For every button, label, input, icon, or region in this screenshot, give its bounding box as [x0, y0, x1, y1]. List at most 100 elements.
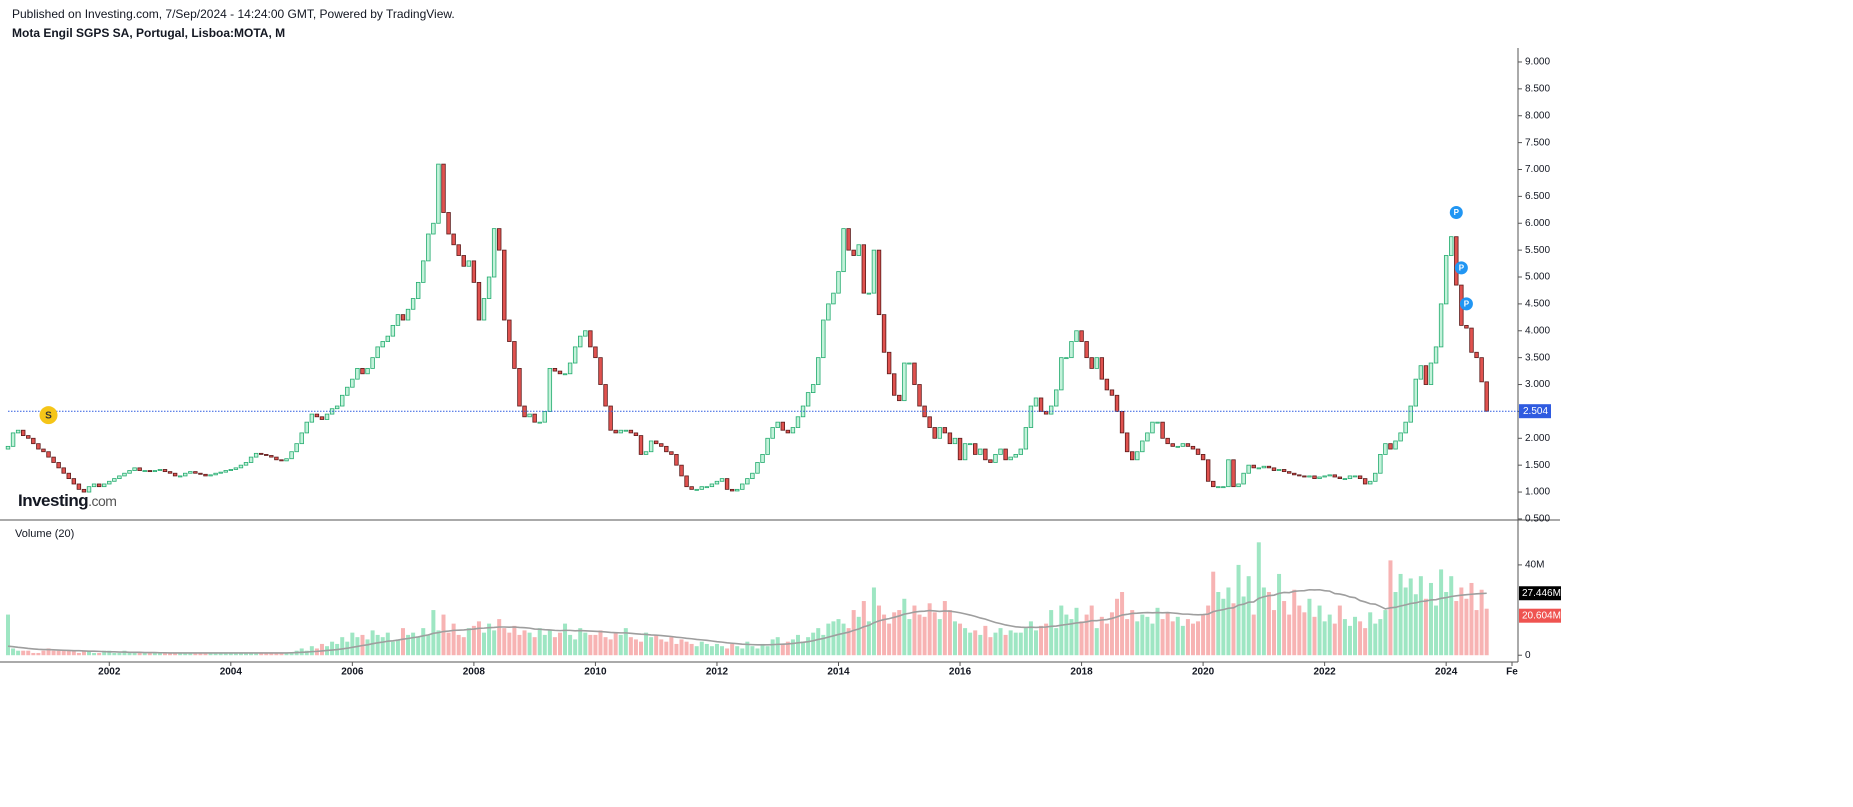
candle-body — [471, 260, 477, 283]
volume-bar — [406, 634, 411, 656]
logo-suffix: .com — [88, 493, 116, 509]
candle-body — [542, 411, 547, 423]
candle-body — [81, 488, 87, 493]
candle-body — [395, 314, 401, 326]
y-tick-label: 1.500 — [1525, 460, 1550, 471]
volume-bar — [168, 652, 173, 656]
candle-body — [410, 298, 416, 310]
volume-bar — [1039, 625, 1044, 656]
volume-bar — [1287, 614, 1292, 656]
volume-bar — [441, 614, 446, 656]
volume-bar — [1363, 628, 1368, 656]
volume-bar — [735, 646, 740, 656]
volume-bar — [456, 634, 461, 656]
volume-bar — [390, 641, 395, 656]
candle-body — [907, 362, 912, 365]
volume-title: Volume (20) — [15, 528, 74, 540]
candle-body — [547, 368, 553, 412]
volume-bar — [228, 652, 233, 656]
volume-bar — [497, 619, 502, 656]
candle-body — [886, 351, 892, 375]
volume-bar — [1358, 621, 1363, 656]
volume-bar — [132, 652, 137, 656]
candle-body — [400, 314, 406, 321]
candle-body — [284, 458, 289, 462]
y-tick-label: 9.000 — [1525, 57, 1550, 68]
candle-body — [659, 443, 664, 447]
annotation-marker — [1454, 261, 1468, 275]
candle-body — [1413, 378, 1418, 407]
candle-body — [1089, 357, 1094, 369]
candle-body — [932, 427, 937, 439]
volume-bar — [178, 652, 183, 656]
candle-body — [51, 456, 56, 463]
candle-body — [491, 228, 497, 278]
candle-body — [1469, 327, 1474, 353]
volume-bar — [1180, 625, 1185, 656]
candle-body — [810, 384, 816, 393]
annotation-label: S — [45, 410, 52, 421]
volume-bar — [745, 641, 750, 656]
volume-tick-label: 0 — [1525, 650, 1531, 661]
candle-body — [66, 472, 71, 480]
volume-bar — [795, 634, 800, 656]
candle-body — [238, 464, 244, 469]
volume-bar — [563, 623, 568, 656]
volume-bar — [1023, 628, 1028, 656]
volume-bar — [892, 612, 897, 656]
x-tick-label: 2010 — [584, 667, 607, 678]
candle-body — [208, 474, 213, 477]
volume-bar — [947, 610, 952, 656]
volume-bar — [856, 616, 861, 656]
candle-body — [1114, 394, 1120, 412]
volume-bar — [1155, 607, 1160, 656]
x-tick-label: 2004 — [220, 667, 243, 678]
volume-bar — [1342, 619, 1347, 656]
candle-body — [694, 488, 699, 491]
candle-body — [1261, 465, 1267, 469]
candle-body — [319, 416, 325, 420]
candle-body — [1347, 475, 1353, 480]
volume-bar — [451, 623, 456, 656]
candle-body — [31, 437, 36, 445]
volume-bar — [1170, 621, 1175, 656]
volume-bar — [1231, 603, 1236, 656]
volume-bar — [806, 637, 811, 656]
volume-bar — [618, 634, 623, 656]
volume-bar — [689, 643, 694, 656]
volume-bar — [162, 652, 167, 656]
volume-bar — [770, 639, 775, 656]
y-tick-label: 7.000 — [1525, 164, 1550, 175]
candle-body — [1266, 465, 1272, 469]
volume-bar — [264, 652, 269, 656]
candle-body — [826, 303, 831, 321]
candle-body — [689, 486, 694, 490]
volume-bar — [223, 652, 228, 656]
candle-body — [1170, 443, 1175, 447]
volume-bar — [198, 652, 203, 656]
candle-body — [1393, 440, 1398, 450]
y-tick-label: 8.500 — [1525, 83, 1550, 94]
volume-bar — [1418, 576, 1423, 656]
candle-body — [46, 451, 51, 458]
candle-body — [724, 478, 730, 490]
volume-bar — [492, 630, 497, 656]
candle-body — [1221, 486, 1226, 489]
candle-body — [790, 427, 796, 434]
y-tick-label: 8.000 — [1525, 110, 1550, 121]
volume-bar — [568, 634, 573, 656]
candle-body — [902, 362, 907, 402]
volume-bar — [775, 637, 780, 656]
volume-bar — [380, 637, 385, 656]
candle-body — [451, 233, 456, 246]
candle-body — [897, 394, 902, 402]
volume-bar — [1317, 605, 1322, 656]
volume-bar — [902, 598, 907, 656]
candle-body — [309, 413, 315, 423]
candle-body — [1438, 303, 1444, 348]
candle-body — [1043, 411, 1049, 415]
candle-body — [618, 429, 623, 434]
volume-bar — [1307, 598, 1312, 656]
candle-body — [785, 429, 791, 434]
volume-bar — [1469, 582, 1474, 656]
